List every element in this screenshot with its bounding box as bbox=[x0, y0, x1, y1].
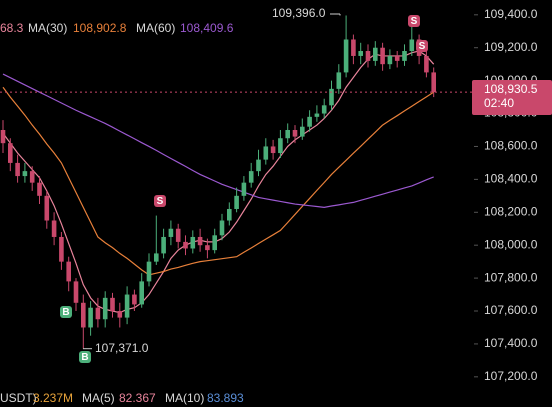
signal-label: S bbox=[157, 196, 164, 207]
candle-body bbox=[431, 72, 436, 93]
ma-line bbox=[2, 50, 435, 314]
candle-body bbox=[248, 171, 254, 183]
signal-label: S bbox=[411, 16, 418, 27]
ma-line bbox=[2, 73, 434, 208]
signal-label: B bbox=[62, 307, 69, 318]
candle-body bbox=[351, 39, 356, 56]
candle-body bbox=[154, 253, 159, 262]
y-tick-label: 108,200.0 bbox=[484, 204, 538, 218]
candle-body bbox=[44, 195, 50, 221]
signal-badge bbox=[79, 351, 91, 363]
candle-body bbox=[110, 297, 115, 312]
candle-body bbox=[285, 130, 290, 139]
candle-body bbox=[81, 302, 86, 328]
candle-body bbox=[336, 72, 342, 89]
candle-body bbox=[292, 130, 298, 137]
candle-body bbox=[300, 126, 305, 137]
signal-label: S bbox=[419, 41, 426, 52]
candle-body bbox=[51, 220, 57, 237]
price-tag-value: 108,930.5 bbox=[484, 82, 538, 96]
y-tick-label: 108,000.0 bbox=[484, 237, 538, 251]
candle-body bbox=[380, 47, 385, 65]
volume-legend-entry: MA(5) bbox=[82, 391, 115, 405]
signal-badge bbox=[154, 195, 166, 207]
candle-body bbox=[59, 236, 64, 262]
candle-body bbox=[29, 171, 35, 183]
candle-body bbox=[117, 311, 123, 318]
y-tick-label: 109,400.0 bbox=[484, 7, 538, 21]
candle-body bbox=[234, 195, 239, 209]
candle-body bbox=[329, 88, 334, 106]
price-tag bbox=[472, 80, 552, 115]
candle-body bbox=[307, 116, 312, 127]
legend-entry: 108,409.6 bbox=[180, 21, 234, 35]
candle-body bbox=[409, 39, 415, 52]
candle-body bbox=[343, 39, 349, 73]
candle-body bbox=[161, 236, 166, 254]
legend-entry: 68.3 bbox=[0, 21, 24, 35]
signal-badge bbox=[408, 15, 420, 27]
signal-badge bbox=[416, 40, 428, 52]
ma-line bbox=[2, 86, 435, 276]
legend-entry: 108,902.8 bbox=[73, 21, 127, 35]
signal-badge bbox=[60, 306, 72, 318]
candle-body bbox=[197, 236, 203, 246]
candle-body bbox=[394, 55, 400, 61]
candle-body bbox=[37, 182, 42, 196]
candle-body bbox=[241, 182, 247, 196]
candle-body bbox=[124, 294, 130, 318]
y-tick-label: 107,400.0 bbox=[484, 336, 538, 350]
candle-body bbox=[424, 55, 429, 73]
candle-body bbox=[321, 105, 327, 114]
candle-body bbox=[205, 245, 210, 251]
candle-body bbox=[219, 220, 225, 236]
candle-body bbox=[73, 281, 79, 303]
candle-body bbox=[8, 143, 13, 163]
candle-body bbox=[0, 130, 6, 144]
y-tick-label: 109,200.0 bbox=[484, 40, 538, 54]
candle-body bbox=[95, 307, 101, 320]
candle-body bbox=[66, 261, 71, 282]
candle-body bbox=[373, 47, 378, 61]
candle-body bbox=[15, 162, 20, 177]
y-tick-label: 107,200.0 bbox=[484, 369, 538, 383]
candle-body bbox=[278, 138, 283, 154]
candle-body bbox=[22, 171, 28, 177]
candle-body bbox=[102, 297, 108, 320]
candle-body bbox=[190, 236, 196, 249]
candle-body bbox=[402, 51, 407, 61]
candle-body bbox=[227, 208, 232, 221]
candle-body bbox=[139, 281, 144, 305]
legend-entry: MA(60) bbox=[136, 21, 175, 35]
candle-body bbox=[212, 235, 217, 251]
candle-body bbox=[132, 294, 137, 305]
candle-body bbox=[270, 146, 276, 154]
candle-body bbox=[256, 159, 261, 172]
candle-body bbox=[146, 261, 152, 282]
y-tick-label: 108,600.0 bbox=[484, 139, 538, 153]
y-tick-label: 108,400.0 bbox=[484, 172, 538, 186]
candle-body bbox=[263, 146, 269, 160]
volume-legend-entry: USDT) bbox=[0, 391, 37, 405]
candle-body bbox=[183, 241, 188, 249]
volume-legend-entry: 82.367 bbox=[119, 391, 156, 405]
y-tick-label: 107,800.0 bbox=[484, 270, 538, 284]
volume-legend-entry: MA(10) bbox=[165, 391, 204, 405]
candle-body bbox=[314, 113, 320, 117]
high-label: 109,396.0 bbox=[272, 6, 326, 20]
signal-label: B bbox=[81, 352, 88, 363]
candle-body bbox=[358, 51, 363, 56]
candle-body bbox=[168, 228, 174, 237]
candle-body bbox=[365, 51, 371, 61]
low-label: 107,371.0 bbox=[95, 341, 149, 355]
legend-entry: MA(30) bbox=[28, 21, 67, 35]
volume-legend-entry: 83.893 bbox=[207, 391, 244, 405]
y-tick-label: 107,600.0 bbox=[484, 303, 538, 317]
candle-body bbox=[88, 307, 93, 328]
price-tag-countdown: 02:40 bbox=[484, 96, 514, 110]
candle-body bbox=[175, 228, 181, 242]
candle-body bbox=[387, 55, 393, 65]
volume-legend-entry: 3.237M bbox=[33, 391, 73, 405]
